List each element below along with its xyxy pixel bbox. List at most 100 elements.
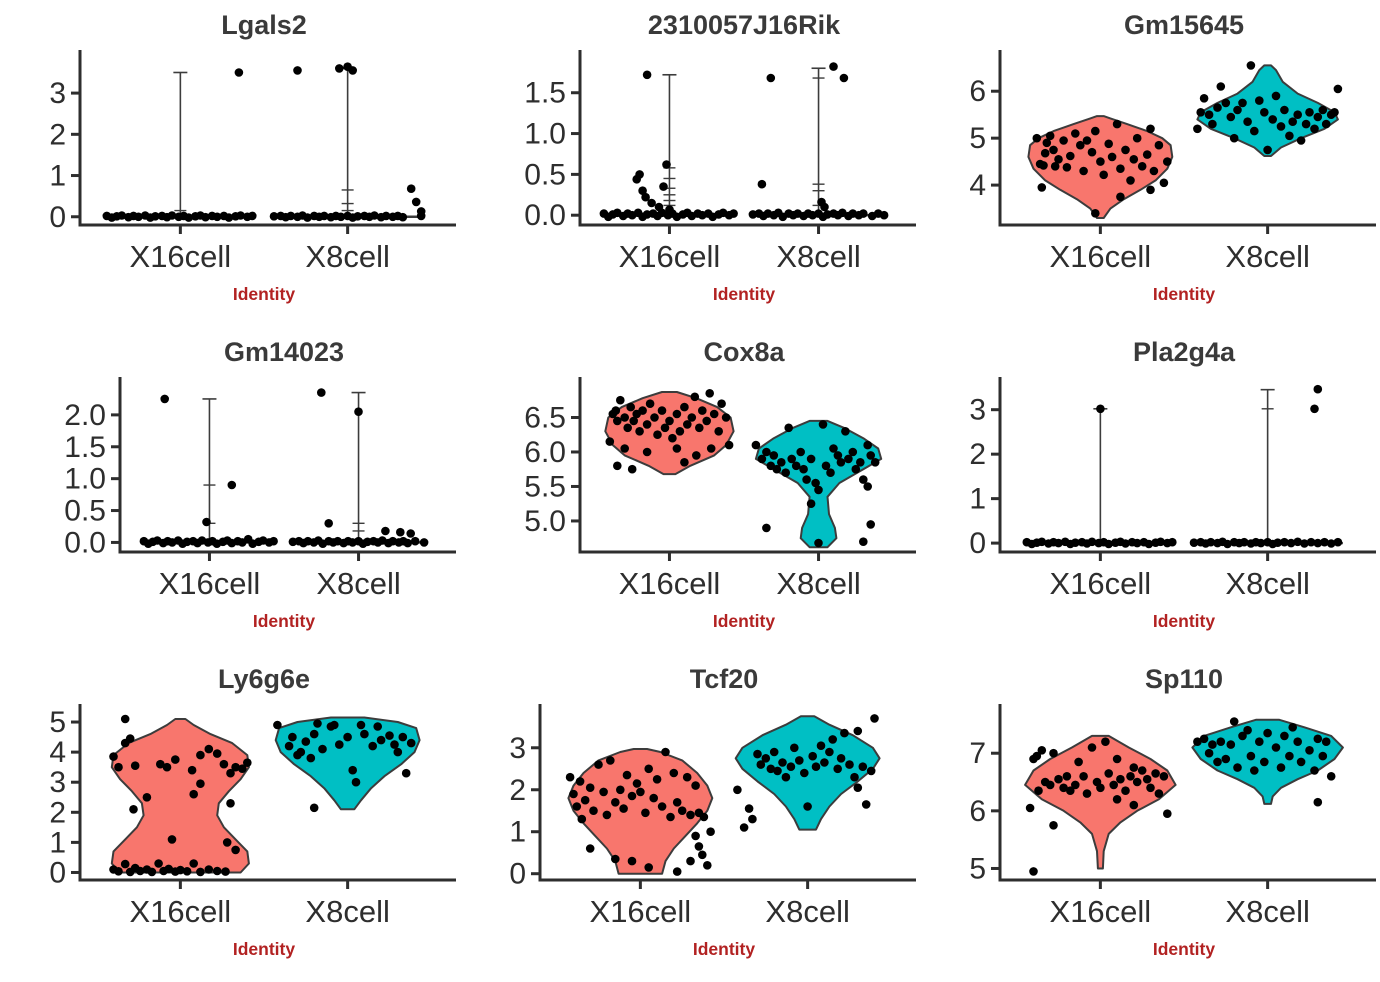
violin-X16cell [604, 391, 735, 476]
data-point [1112, 119, 1122, 129]
data-point [826, 468, 835, 477]
data-point [1243, 725, 1252, 735]
data-point [1243, 117, 1252, 126]
x-axis-title: Identity [713, 611, 775, 631]
data-point [672, 444, 682, 453]
data-point [1305, 108, 1314, 117]
data-point [354, 407, 363, 416]
data-point [1276, 122, 1286, 131]
data-point [1239, 537, 1249, 547]
data-point [1151, 769, 1160, 778]
y-tick-label: 2 [49, 118, 66, 151]
x-tick-label: X16cell [619, 566, 721, 601]
data-point [403, 538, 413, 548]
data-point [691, 831, 700, 841]
data-point [1062, 163, 1072, 172]
data-point [863, 482, 872, 491]
data-point [644, 764, 653, 774]
data-point [202, 517, 211, 527]
data-point [808, 751, 817, 761]
data-point [717, 399, 726, 408]
y-tick-label: 4 [49, 736, 66, 769]
data-point [164, 864, 173, 874]
data-point [657, 802, 667, 811]
data-point [1280, 537, 1289, 547]
plot-title: Cox8a [703, 337, 785, 367]
plot-title: Sp110 [1145, 664, 1223, 694]
data-point [699, 812, 709, 822]
data-point [836, 754, 846, 763]
y-tick-label: 6 [969, 795, 986, 828]
x-axis-title: Identity [1153, 611, 1215, 631]
data-point [114, 867, 123, 876]
data-point [1246, 61, 1256, 70]
x-tick-label: X8cell [316, 566, 400, 601]
x-tick-label: X8cell [305, 894, 389, 929]
data-point [795, 756, 804, 765]
data-point [381, 211, 391, 221]
data-point [866, 451, 875, 460]
data-point [120, 714, 130, 724]
data-point [1310, 404, 1319, 414]
data-point [616, 395, 625, 405]
data-point [1142, 774, 1152, 784]
data-point [204, 744, 214, 754]
data-point [1320, 537, 1329, 547]
data-point [318, 744, 327, 754]
data-point [1074, 757, 1083, 767]
data-point [690, 392, 700, 402]
data-point [416, 207, 426, 216]
data-point [665, 416, 674, 426]
data-point [799, 464, 808, 474]
data-point [820, 758, 829, 767]
data-point [1156, 537, 1165, 547]
data-point [1107, 152, 1117, 162]
data-point [1255, 737, 1264, 746]
data-point [296, 747, 306, 757]
data-point [1285, 751, 1294, 761]
data-point [653, 430, 662, 439]
data-point [393, 747, 403, 757]
y-tick-label: 1.0 [524, 118, 566, 151]
data-point [1071, 780, 1080, 790]
data-point [1132, 133, 1142, 143]
violin-X8cell [274, 716, 421, 811]
data-point [814, 485, 823, 495]
data-point [129, 805, 138, 814]
data-point [1066, 151, 1075, 161]
data-point [853, 783, 863, 792]
data-point [858, 762, 868, 771]
data-point [1204, 748, 1214, 758]
data-point [638, 406, 647, 415]
y-tick-label: 5.5 [524, 470, 566, 503]
data-point [766, 764, 776, 774]
data-point [187, 765, 197, 775]
data-point [778, 758, 787, 767]
y-tick-label: 1 [49, 160, 66, 193]
data-point [1096, 404, 1105, 414]
data-point [766, 73, 776, 83]
data-point [162, 762, 172, 772]
data-point [1313, 734, 1323, 744]
data-point [343, 732, 352, 742]
data-point [668, 433, 677, 443]
data-point [585, 844, 595, 853]
data-point [859, 537, 868, 546]
data-point [1238, 98, 1247, 108]
data-point [825, 747, 834, 757]
data-point [284, 741, 294, 751]
data-point [1271, 91, 1281, 101]
data-point [1280, 105, 1289, 115]
data-point [219, 759, 229, 769]
data-point [1263, 145, 1272, 155]
data-point [1099, 170, 1108, 180]
data-point [335, 64, 344, 73]
data-point [398, 212, 408, 222]
data-point [204, 865, 214, 874]
x-axis-title: Identity [233, 939, 295, 959]
data-point [1032, 751, 1042, 761]
data-point [231, 762, 240, 772]
data-point [1082, 136, 1092, 145]
x-axis-title: Identity [233, 284, 295, 304]
